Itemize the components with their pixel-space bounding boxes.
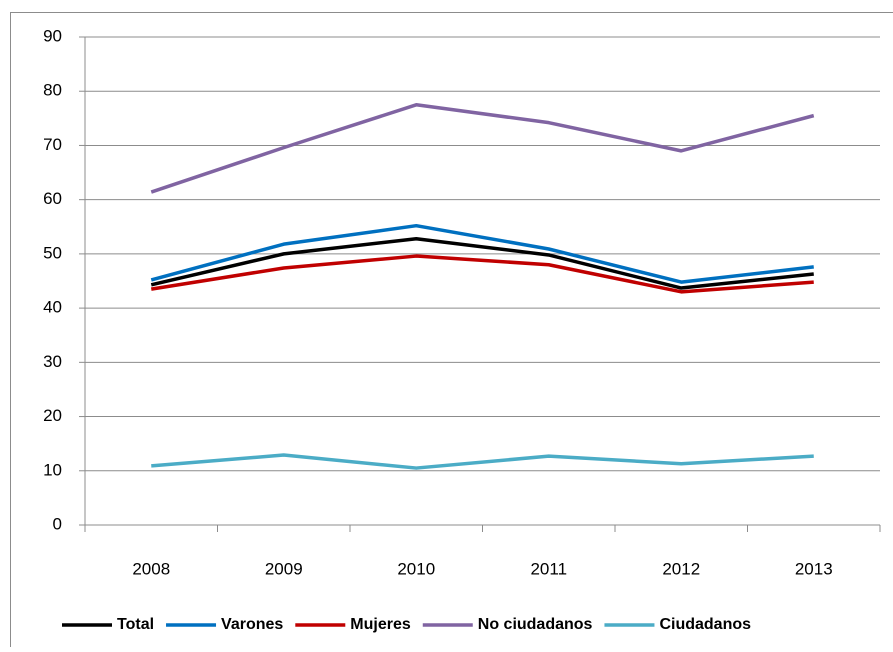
y-tick-label: 90 [43, 26, 62, 45]
y-tick-label: 50 [43, 243, 62, 262]
y-tick-label: 20 [43, 406, 62, 425]
legend-label: No ciudadanos [478, 616, 593, 633]
y-tick-label: 40 [43, 298, 62, 317]
legend-label: Ciudadanos [659, 616, 751, 633]
x-tick-label: 2010 [397, 559, 435, 578]
chart-border [11, 13, 893, 648]
x-tick-label: 2013 [795, 559, 833, 578]
y-tick-label: 30 [43, 352, 62, 371]
x-tick-label: 2009 [265, 559, 303, 578]
x-tick-label: 2008 [132, 559, 170, 578]
legend-label: Varones [221, 616, 283, 633]
y-tick-label: 10 [43, 460, 62, 479]
series-line [151, 105, 814, 192]
series-line [151, 455, 814, 468]
y-tick-label: 70 [43, 135, 62, 154]
x-tick-label: 2012 [662, 559, 700, 578]
y-tick-label: 80 [43, 81, 62, 100]
series-line [151, 239, 814, 288]
y-tick-label: 60 [43, 189, 62, 208]
x-tick-label: 2011 [530, 559, 567, 578]
y-tick-label: 0 [53, 514, 62, 533]
legend-label: Total [117, 616, 154, 633]
legend-label: Mujeres [350, 616, 411, 633]
